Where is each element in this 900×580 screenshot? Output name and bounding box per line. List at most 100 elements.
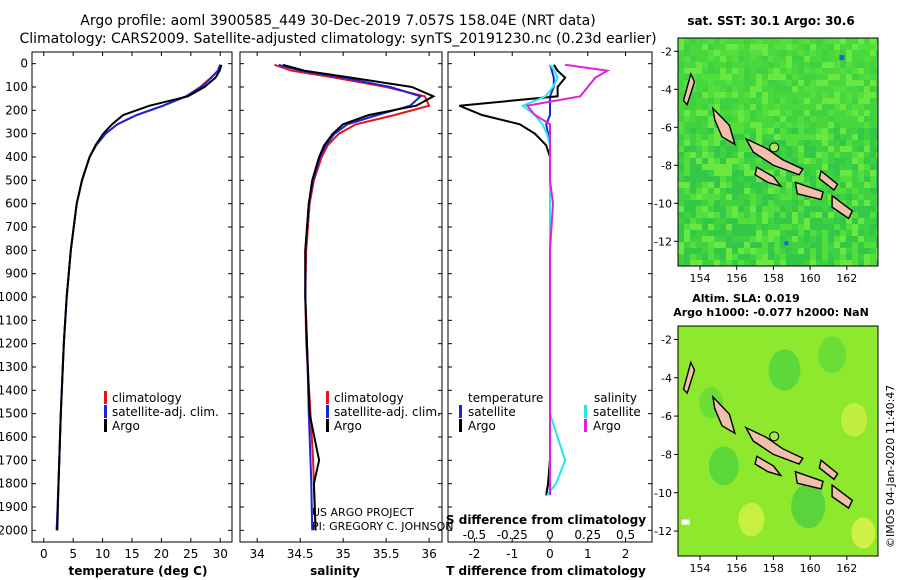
- sst-pixel: [828, 92, 834, 98]
- sst-pixel: [822, 38, 828, 44]
- sst-pixel: [750, 212, 756, 218]
- sst-pixel: [762, 230, 768, 236]
- sst-pixel: [822, 230, 828, 236]
- sst-pixel: [816, 50, 822, 56]
- sst-pixel: [696, 140, 702, 146]
- sst-pixel: [762, 50, 768, 56]
- lat-tick-label: -10: [654, 197, 672, 210]
- sst-pixel: [708, 50, 714, 56]
- sst-pixel: [828, 86, 834, 92]
- sst-pixel: [810, 224, 816, 230]
- sst-pixel: [828, 38, 834, 44]
- sst-pixel: [678, 98, 684, 104]
- sst-pixel: [846, 188, 852, 194]
- sst-pixel: [738, 62, 744, 68]
- sst-pixel: [696, 200, 702, 206]
- sst-pixel: [774, 176, 780, 182]
- sst-pixel: [786, 56, 792, 62]
- sst-pixel: [864, 134, 870, 140]
- sst-pixel: [840, 170, 846, 176]
- sst-pixel: [816, 92, 822, 98]
- sst-pixel: [870, 242, 876, 248]
- sst-pixel: [780, 122, 786, 128]
- sst-pixel: [834, 236, 840, 242]
- sst-pixel: [864, 182, 870, 188]
- sst-pixel: [762, 110, 768, 116]
- sst-pixel: [852, 212, 858, 218]
- sst-pixel: [714, 86, 720, 92]
- sst-pixel: [774, 80, 780, 86]
- sst-pixel: [840, 44, 846, 50]
- sst-pixel: [834, 74, 840, 80]
- sst-pixel: [816, 134, 822, 140]
- sst-pixel: [786, 74, 792, 80]
- sst-pixel: [762, 200, 768, 206]
- sst-pixel: [702, 224, 708, 230]
- sst-pixel: [858, 236, 864, 242]
- island-shape: [818, 458, 839, 481]
- sst-pixel: [810, 134, 816, 140]
- sst-pixel: [786, 170, 792, 176]
- sst-pixel: [678, 44, 684, 50]
- sst-pixel: [798, 134, 804, 140]
- sst-pixel: [870, 98, 876, 104]
- sst-pixel: [792, 44, 798, 50]
- sst-pixel: [876, 254, 878, 260]
- lat-tick-label: -10: [654, 487, 672, 500]
- sst-pixel: [750, 188, 756, 194]
- sst-pixel: [834, 188, 840, 194]
- sst-pixel: [732, 92, 738, 98]
- sst-pixel: [840, 146, 846, 152]
- sst-pixel: [768, 164, 774, 170]
- sst-pixel: [750, 50, 756, 56]
- sst-pixel: [726, 146, 732, 152]
- sst-pixel: [714, 92, 720, 98]
- sst-pixel: [708, 242, 714, 248]
- sst-pixel: [732, 236, 738, 242]
- sst-pixel: [846, 164, 852, 170]
- sst-pixel: [702, 98, 708, 104]
- sst-pixel: [792, 62, 798, 68]
- sst-pixel: [774, 260, 780, 266]
- lat-tick-label: -6: [661, 410, 672, 423]
- sst-pixel: [810, 182, 816, 188]
- sst-pixel: [762, 158, 768, 164]
- sst-pixel: [804, 56, 810, 62]
- sst-pixel: [852, 110, 858, 116]
- sst-pixel: [816, 170, 822, 176]
- sst-pixel: [702, 38, 708, 44]
- sst-pixel: [702, 176, 708, 182]
- sst-pixel: [732, 248, 738, 254]
- sst-pixel: [780, 224, 786, 230]
- sst-pixel: [720, 236, 726, 242]
- sst-pixel: [858, 50, 864, 56]
- sst-pixel: [786, 212, 792, 218]
- sst-pixel: [786, 92, 792, 98]
- sst-pixel: [714, 152, 720, 158]
- sst-pixel: [822, 140, 828, 146]
- sst-pixel: [768, 218, 774, 224]
- sst-pixel: [714, 128, 720, 134]
- sst-pixel: [702, 218, 708, 224]
- sst-pixel: [696, 44, 702, 50]
- sst-pixel: [726, 170, 732, 176]
- sst-pixel: [870, 188, 876, 194]
- salinity-axis-title: salinity: [310, 564, 360, 578]
- sst-pixel: [792, 158, 798, 164]
- sst-pixel: [702, 206, 708, 212]
- sst-pixel: [744, 212, 750, 218]
- sst-pixel: [828, 248, 834, 254]
- sst-pixel: [798, 92, 804, 98]
- sst-pixel: [858, 170, 864, 176]
- sst-pixel: [804, 254, 810, 260]
- sst-pixel: [708, 74, 714, 80]
- sst-pixel: [708, 68, 714, 74]
- depth-tick-label: 300: [5, 127, 28, 141]
- sst-pixel: [810, 116, 816, 122]
- temperature-axis-title: temperature (deg C): [69, 564, 208, 578]
- sst-pixel: [846, 182, 852, 188]
- lat-tick-label: -12: [654, 525, 672, 538]
- sst-pixel: [774, 110, 780, 116]
- map-frame: [677, 37, 879, 267]
